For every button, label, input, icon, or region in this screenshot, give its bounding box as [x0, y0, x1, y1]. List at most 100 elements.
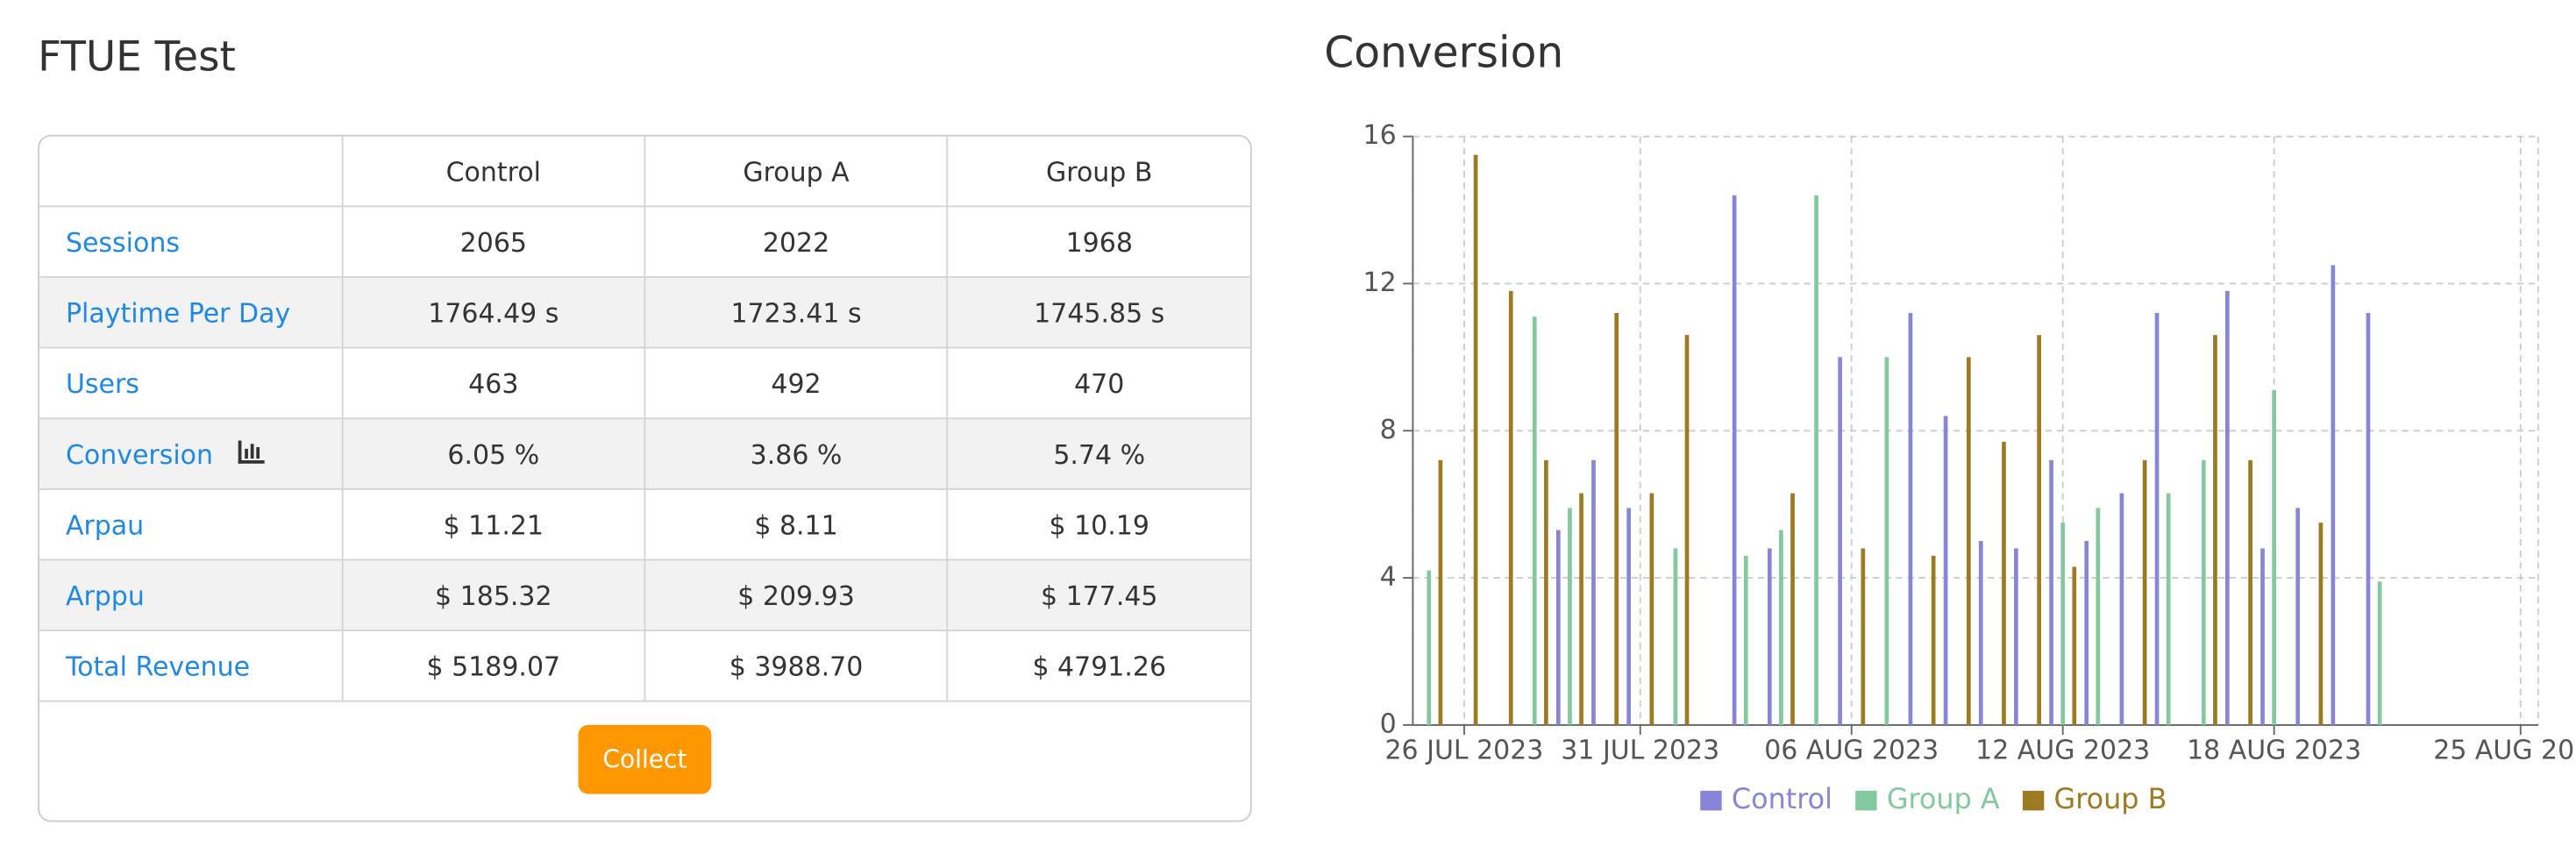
chart-icon[interactable] — [236, 438, 266, 465]
bar — [2272, 390, 2276, 725]
row-label: Arpau — [39, 487, 344, 561]
bar — [2225, 290, 2230, 725]
x-tick-label: 26 JUL 2023 — [1385, 735, 1544, 765]
table-row: Conversion 6.05 % 3.86 % 5.74 % — [39, 417, 1250, 490]
bar — [1767, 548, 1772, 725]
bar — [1779, 530, 1783, 725]
y-tick-label: 16 — [1363, 120, 1397, 151]
metric-name: Total Revenue — [65, 650, 251, 682]
bar — [1614, 313, 1619, 725]
row-label: Sessions — [39, 205, 344, 278]
legend-label: Control — [1732, 782, 1832, 815]
bar — [2366, 313, 2371, 725]
bar — [1568, 508, 1572, 725]
cell: 2022 — [644, 205, 949, 278]
bar — [1790, 493, 1795, 725]
bar — [1473, 154, 1478, 725]
cell-value: 1723.41 s — [730, 296, 862, 329]
cell-value: $ 10.19 — [1049, 509, 1149, 540]
bar — [1544, 459, 1548, 725]
cell-value: 470 — [1074, 367, 1125, 399]
cell-value: $ 5189.07 — [426, 650, 561, 682]
table-row: Users 463 492 470 — [39, 346, 1250, 420]
x-tick-label: 18 AUG 2023 — [2187, 735, 2361, 765]
table-row: Sessions 2065 2022 1968 — [39, 205, 1250, 278]
cell: 1745.85 s — [946, 276, 1250, 349]
row-label: Arppu — [39, 559, 344, 631]
cell: $ 10.19 — [946, 487, 1250, 561]
bar — [2060, 523, 2066, 725]
cell-value: 3.86 % — [750, 438, 843, 470]
chart-title: Conversion — [1324, 29, 1563, 78]
cell-value: 2065 — [459, 225, 527, 258]
column-header: Group B — [946, 136, 1250, 208]
header-row: Control Group A Group B — [39, 136, 1250, 208]
column-header: Group A — [644, 136, 949, 208]
bar — [2213, 335, 2217, 725]
table-row: Playtime Per Day 1764.49 s 1723.41 s 1745.8… — [39, 276, 1250, 349]
bar — [2295, 508, 2301, 725]
cell: 470 — [946, 346, 1250, 420]
panel-title: FTUE Test — [38, 32, 236, 81]
cell: $ 8.11 — [644, 487, 949, 561]
bar — [2037, 335, 2041, 725]
table-row: Total Revenue $ 5189.07 $ 3988.70 $ 4791.26 — [39, 630, 1250, 702]
cell-value: 492 — [771, 367, 822, 399]
legend-swatch — [1855, 790, 1877, 811]
legend-swatch — [1700, 790, 1722, 811]
y-tick-label: 4 — [1380, 562, 1397, 593]
bar — [2084, 541, 2089, 725]
x-tick-label: 06 AUG 2023 — [1764, 735, 1939, 765]
bar — [1649, 493, 1654, 725]
bar — [2260, 548, 2265, 725]
y-tick-label: 0 — [1380, 708, 1397, 739]
cell-value: 1745.85 s — [1034, 296, 1165, 329]
bar — [1743, 555, 1748, 725]
cell-value: $ 209.93 — [737, 579, 855, 611]
bar — [2318, 523, 2323, 725]
cell-value: $ 177.45 — [1040, 579, 1158, 611]
bar — [1978, 541, 1983, 725]
bar — [2248, 459, 2252, 725]
bar — [1673, 548, 1678, 725]
bar — [1579, 493, 1583, 725]
bar — [2096, 508, 2101, 725]
column-header: Control — [341, 136, 646, 208]
table-row: Arppu $ 185.32 $ 209.93 $ 177.45 — [39, 559, 1250, 631]
bar — [1532, 317, 1537, 725]
bar — [1884, 357, 1889, 725]
bar — [1966, 357, 1971, 725]
x-tick-label: 31 JUL 2023 — [1561, 735, 1719, 765]
ab-test-card: Control Group A Group B Sessions 2065 2022 196… — [38, 134, 1252, 822]
legend-label: Group A — [1887, 782, 2000, 815]
cell: $ 4791.26 — [946, 630, 1250, 702]
bar — [2201, 459, 2206, 725]
cell: 1723.41 s — [644, 276, 949, 349]
cell: 2065 — [341, 205, 646, 278]
cell-value: 2022 — [762, 225, 830, 258]
bar — [2142, 459, 2147, 725]
cell: 6.05 % — [341, 417, 646, 490]
collect-button[interactable]: Collect — [578, 724, 712, 794]
cell-value: 5.74 % — [1053, 438, 1146, 470]
cell-value: $ 185.32 — [435, 579, 552, 611]
bar — [2119, 493, 2124, 725]
cell: 1968 — [946, 205, 1250, 278]
bar — [1508, 290, 1513, 725]
bar — [1931, 555, 1936, 725]
bar — [1555, 530, 1561, 725]
bar — [2002, 441, 2006, 725]
legend-swatch — [2022, 790, 2045, 811]
metric-name: Sessions — [65, 225, 180, 258]
bar — [1943, 416, 1948, 725]
bar — [1427, 570, 1432, 725]
cell-value: $ 3988.70 — [729, 650, 864, 682]
cell-value: $ 4791.26 — [1032, 650, 1167, 682]
cell: 3.86 % — [644, 417, 949, 490]
row-label: Conversion — [39, 417, 344, 490]
bar — [1684, 335, 1690, 725]
cell: 5.74 % — [946, 417, 1250, 490]
ab-table: Control Group A Group B Sessions 2065 2022 196… — [39, 136, 1250, 702]
bar — [2154, 313, 2160, 725]
